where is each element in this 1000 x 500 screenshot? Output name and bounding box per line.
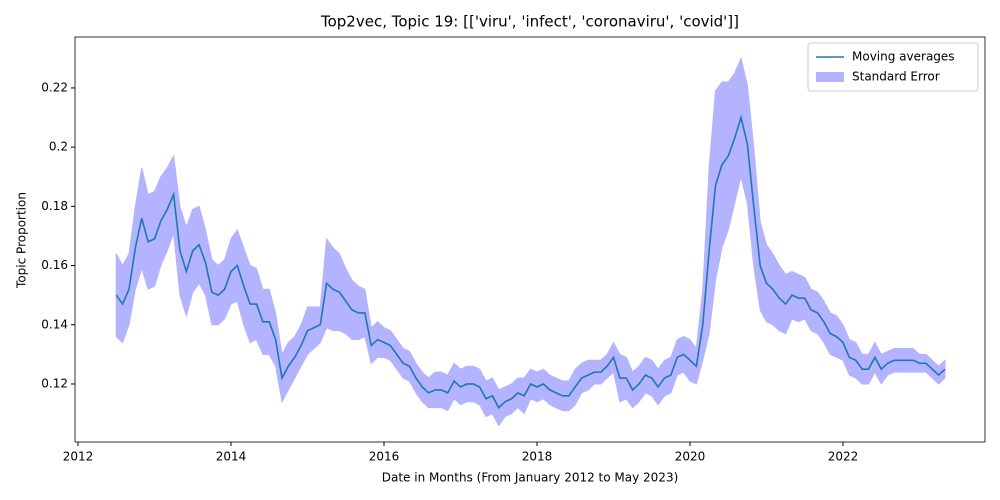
legend-label: Moving averages <box>852 50 955 64</box>
chart-title: Top2vec, Topic 19: [['viru', 'infect', '… <box>320 13 739 31</box>
x-tick-label: 2022 <box>828 450 859 464</box>
y-tick-label: 0.14 <box>41 317 68 331</box>
y-tick-label: 0.12 <box>41 376 68 390</box>
plot-frame <box>74 36 986 443</box>
error-band <box>115 56 946 427</box>
y-tick-label: 0.16 <box>41 258 68 272</box>
x-tick-label: 2018 <box>522 450 553 464</box>
x-tick-label: 2012 <box>63 450 94 464</box>
y-tick-label: 0.2 <box>49 140 68 154</box>
legend-box <box>807 42 979 92</box>
x-tick-label: 2020 <box>675 450 706 464</box>
y-tick-label: 0.18 <box>41 199 68 213</box>
y-axis-label: Topic Proportion <box>15 192 29 289</box>
legend-label: Standard Error <box>852 70 940 84</box>
x-tick-label: 2016 <box>369 450 400 464</box>
x-tick-label: 2014 <box>216 450 247 464</box>
legend-swatch <box>816 72 844 82</box>
x-axis-label: Date in Months (From January 2012 to May… <box>382 471 679 485</box>
y-tick-label: 0.22 <box>41 80 68 94</box>
line <box>115 114 946 409</box>
